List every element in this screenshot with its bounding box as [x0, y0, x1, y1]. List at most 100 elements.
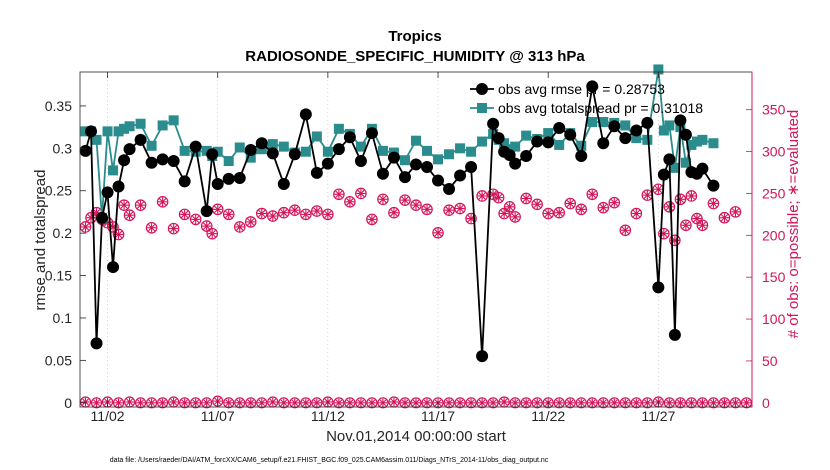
rmse-point: [465, 160, 478, 173]
obs-zero-possible-marker: [608, 397, 620, 409]
obs-zero-evaluated-marker: [257, 398, 266, 408]
obs-zero-evaluated-marker: [356, 398, 366, 408]
obs-evaluated-star-arm: [280, 209, 288, 217]
obs-evaluated-star-arm: [368, 215, 376, 224]
obs-evaluated-marker: [246, 217, 256, 227]
obs-evaluated-marker: [312, 206, 322, 216]
obs-evaluated-marker: [587, 189, 597, 199]
obs-evaluated-star-arm: [599, 204, 607, 212]
obs-evaluated-marker: [301, 209, 311, 219]
obs-possible-marker: [586, 188, 599, 201]
obs-evaluated-marker: [169, 224, 179, 234]
spread-point: [411, 135, 421, 146]
obs-count-layer: [79, 183, 753, 409]
obs-possible-marker: [454, 202, 466, 215]
obs-zero-evaluated-marker: [532, 398, 542, 408]
rmse-point: [343, 131, 356, 144]
obs-possible-marker: [355, 187, 367, 200]
obs-zero-possible-marker: [344, 397, 356, 409]
spread-point: [455, 143, 466, 154]
obs-possible-marker: [107, 221, 119, 233]
rmse-point: [200, 205, 213, 218]
obs-zero-possible-marker: [531, 397, 543, 409]
obs-evaluated-star-arm: [456, 204, 464, 213]
x-axis-label: Nov.01,2014 00:00:00 start: [326, 428, 507, 445]
obs-possible-marker: [443, 204, 455, 216]
obs-evaluated-marker: [207, 229, 217, 239]
obs-evaluated-star-arm: [324, 210, 332, 219]
obs-zero-possible-marker: [333, 397, 345, 409]
obs-possible-marker: [112, 228, 125, 241]
spread-point: [377, 145, 388, 156]
obs-evaluated-star-arm: [390, 398, 398, 406]
legend-spread-label: obs avg totalspread pr = 0.31018: [498, 100, 703, 116]
obs-zero-evaluated-marker: [466, 398, 476, 408]
obs-zero-evaluated-marker: [180, 398, 189, 408]
obs-evaluated-star-arm: [247, 218, 255, 226]
obs-zero-evaluated-marker: [334, 398, 344, 408]
obs-possible-marker: [553, 206, 566, 219]
axes-layer: 0 0.05 0.1 0.15 0.2 0.25 0.3 0.35 0 50 100 150 200 25…: [45, 72, 786, 424]
obs-evaluated-star-arm: [114, 230, 123, 239]
y2-tick-label: 300: [762, 144, 786, 160]
y-tick-label: 0.2: [53, 225, 73, 241]
obs-zero-evaluated-marker: [720, 398, 729, 408]
y-tick-label: 0.1: [53, 310, 73, 326]
obs-evaluated-star-arm: [280, 399, 288, 407]
obs-evaluated-star-arm: [412, 399, 420, 407]
rmse-series-layer: [79, 80, 720, 363]
rmse-point: [189, 140, 202, 153]
spread-point: [598, 117, 609, 128]
obs-evaluated-star-arm: [588, 399, 596, 407]
obs-evaluated-star-arm: [93, 399, 100, 407]
obs-zero-possible-marker: [575, 397, 587, 409]
obs-zero-evaluated-marker: [378, 398, 388, 408]
obs-zero-possible-marker: [432, 397, 444, 409]
rmse-point: [255, 137, 268, 150]
obs-zero-possible-marker: [146, 397, 158, 409]
spread-point: [554, 139, 565, 150]
obs-possible-marker: [178, 208, 191, 221]
obs-evaluated-star-arm: [125, 211, 134, 219]
obs-zero-possible-marker: [542, 397, 554, 409]
obs-evaluated-star-arm: [258, 209, 266, 218]
rmse-point: [118, 154, 131, 167]
obs-evaluated-star-arm: [412, 201, 420, 209]
rmse-point: [421, 160, 434, 173]
obs-evaluated-marker: [719, 213, 730, 223]
spread-point: [201, 145, 212, 156]
obs-evaluated-star-arm: [401, 196, 409, 204]
obs-evaluated-marker: [494, 193, 504, 203]
obs-evaluated-marker: [499, 208, 509, 219]
rmse-point: [476, 350, 489, 363]
obs-evaluated-star-arm: [610, 399, 618, 407]
obs-possible-marker: [531, 198, 543, 211]
obs-zero-possible-marker: [454, 397, 466, 409]
obs-evaluated-star-arm: [368, 399, 376, 407]
obs-zero-possible-marker: [366, 397, 378, 409]
obs-evaluated-star-arm: [302, 210, 310, 219]
obs-evaluated-marker: [505, 202, 515, 212]
obs-possible-marker: [255, 207, 268, 220]
rmse-point: [696, 162, 709, 175]
obs-evaluated-star-arm: [687, 192, 696, 200]
chart-subtitle: RADIOSONDE_SPECIFIC_HUMIDITY @ 313 hPa: [245, 48, 585, 65]
obs-evaluated-star-arm: [148, 399, 155, 407]
obs-evaluated-marker: [389, 208, 399, 218]
obs-possible-marker: [145, 221, 158, 234]
y-tick-label: 0.05: [45, 352, 72, 368]
rmse-point: [432, 174, 445, 187]
obs-evaluated-marker: [521, 193, 531, 204]
obs-possible-marker: [658, 227, 670, 240]
y-tick-label: 0.35: [45, 98, 72, 114]
obs-evaluated-star-arm: [643, 399, 651, 407]
y2-tick-label: 0: [762, 395, 770, 411]
obs-evaluated-star-arm: [181, 210, 189, 219]
obs-zero-possible-marker: [509, 397, 521, 409]
spread-point: [680, 157, 691, 168]
obs-zero-evaluated-marker: [499, 397, 509, 407]
spread-point: [477, 136, 488, 147]
obs-zero-possible-marker: [421, 397, 433, 409]
spread-point: [399, 155, 410, 166]
